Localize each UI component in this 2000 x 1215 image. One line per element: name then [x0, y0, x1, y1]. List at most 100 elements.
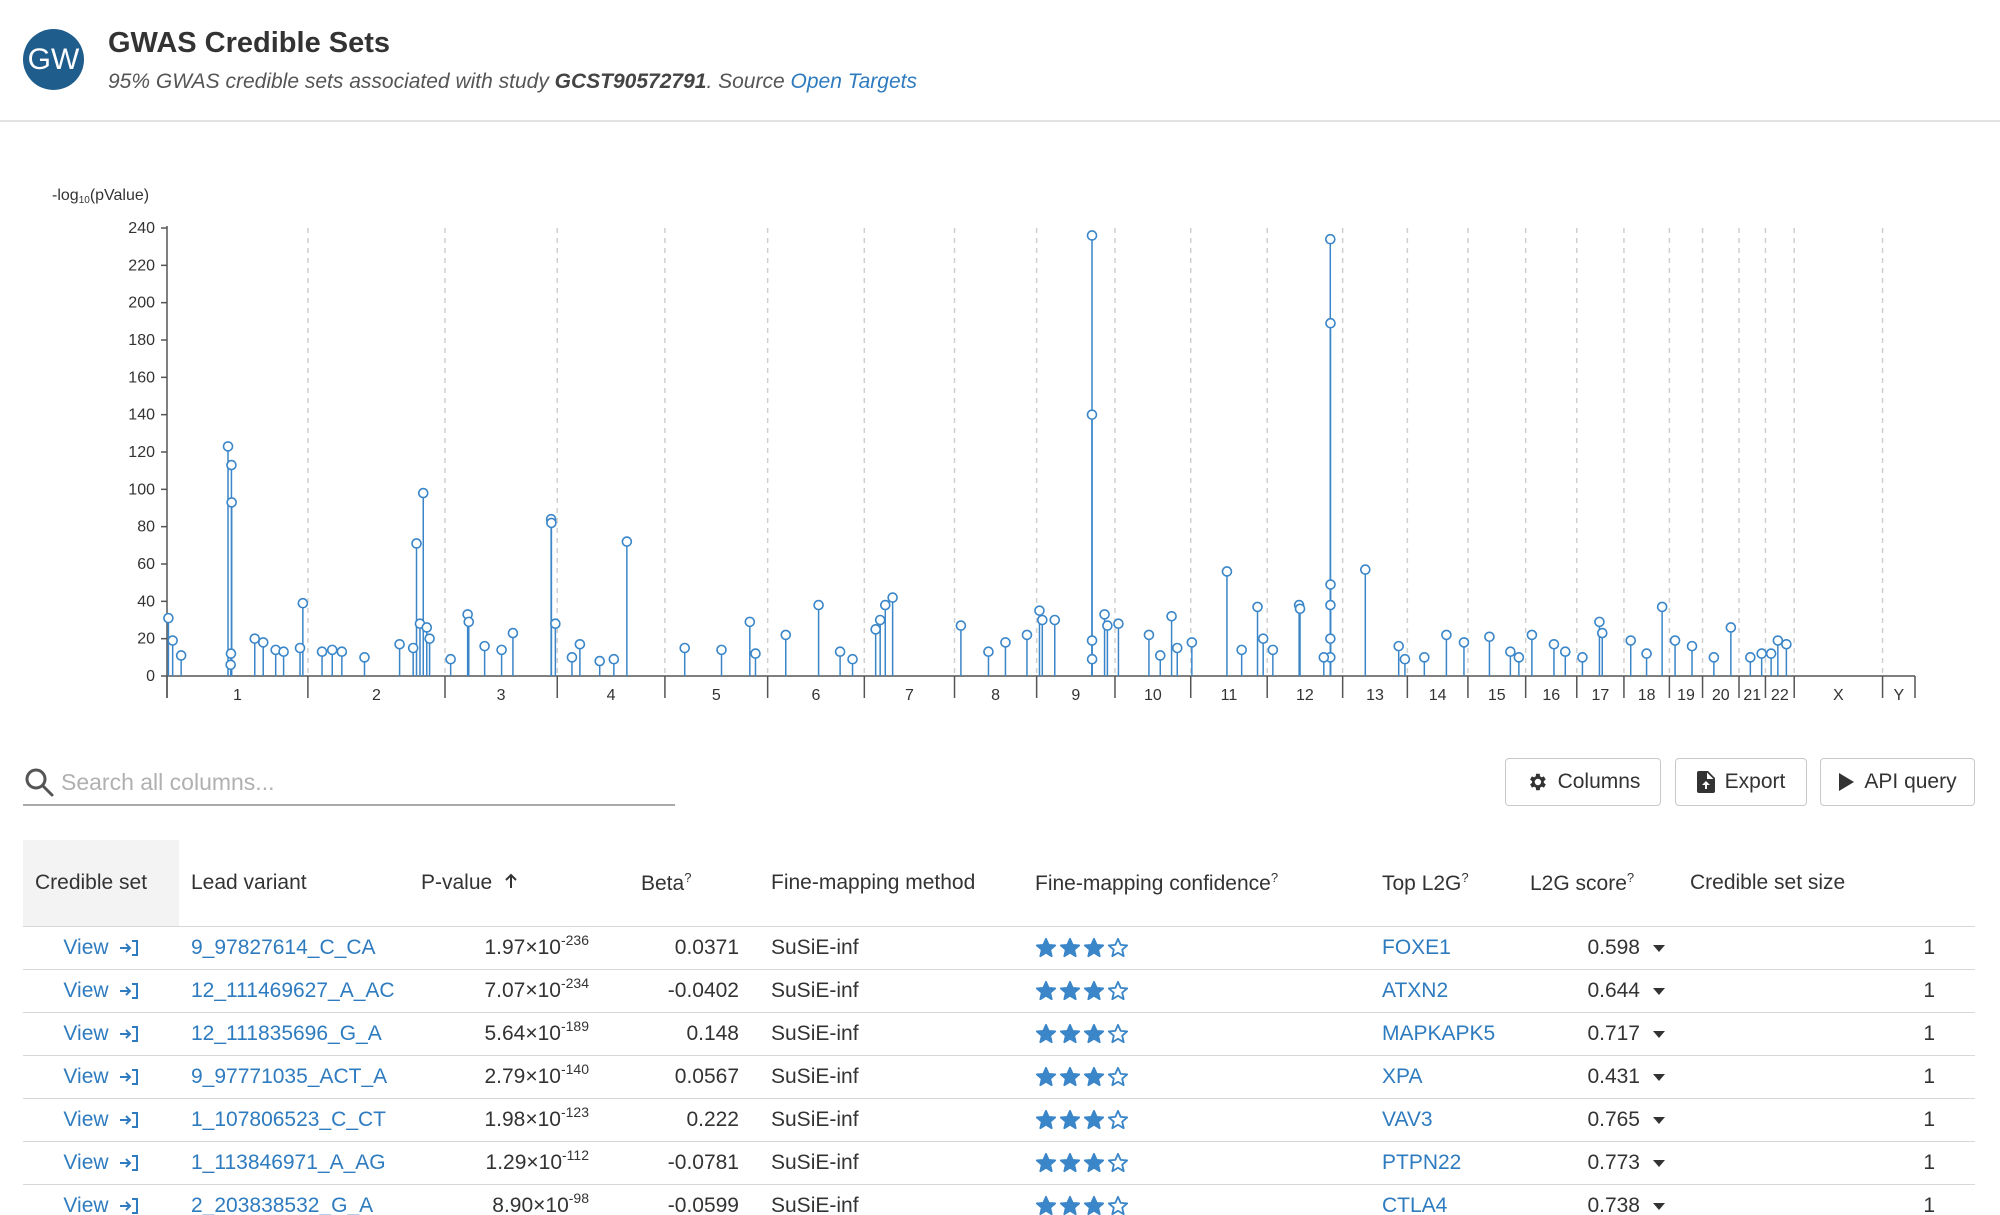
data-point[interactable]	[1393, 640, 1404, 652]
data-point[interactable]	[955, 620, 967, 631]
top-l2g-gene-link[interactable]: VAV3	[1382, 1107, 1433, 1131]
header-beta[interactable]: Beta?	[629, 840, 759, 927]
data-point[interactable]	[1049, 614, 1061, 626]
data-point[interactable]	[226, 459, 237, 471]
view-credible-set-link[interactable]: View	[63, 1108, 138, 1132]
data-point[interactable]	[750, 648, 761, 659]
data-point[interactable]	[983, 646, 994, 658]
data-point[interactable]	[1325, 599, 1336, 611]
data-point[interactable]	[1154, 650, 1166, 661]
caret-down-icon[interactable]	[1652, 1072, 1666, 1082]
data-point[interactable]	[744, 616, 756, 628]
header-l2g-score[interactable]: L2G score?	[1518, 840, 1678, 927]
data-point[interactable]	[421, 622, 433, 633]
data-point[interactable]	[1086, 409, 1098, 420]
data-point[interactable]	[316, 646, 328, 658]
data-point[interactable]	[297, 597, 309, 609]
view-credible-set-link[interactable]: View	[63, 936, 138, 960]
data-point[interactable]	[1686, 640, 1698, 652]
data-point[interactable]	[1221, 566, 1233, 577]
data-point[interactable]	[463, 616, 475, 628]
data-point[interactable]	[887, 592, 898, 603]
lead-variant-link[interactable]: 12_111835696_G_A	[191, 1021, 382, 1045]
data-point[interactable]	[1143, 629, 1155, 641]
data-point[interactable]	[445, 653, 456, 665]
data-point[interactable]	[834, 646, 846, 658]
data-point[interactable]	[1625, 635, 1637, 646]
lead-variant-link[interactable]: 1_113846971_A_AG	[191, 1150, 386, 1174]
data-point[interactable]	[574, 638, 586, 650]
data-point[interactable]	[326, 644, 338, 656]
export-button[interactable]: Export	[1675, 758, 1807, 806]
data-point[interactable]	[225, 648, 237, 659]
data-point[interactable]	[1294, 603, 1306, 615]
data-point[interactable]	[847, 653, 858, 665]
data-point[interactable]	[417, 487, 429, 499]
data-point[interactable]	[394, 638, 405, 650]
data-point[interactable]	[1656, 601, 1668, 613]
data-point[interactable]	[1399, 653, 1411, 665]
caret-down-icon[interactable]	[1652, 1115, 1666, 1125]
data-point[interactable]	[1765, 648, 1777, 659]
data-point[interactable]	[1756, 648, 1767, 659]
data-point[interactable]	[278, 646, 289, 658]
data-point[interactable]	[359, 652, 370, 663]
data-point[interactable]	[167, 635, 178, 646]
data-point[interactable]	[1086, 635, 1098, 646]
top-l2g-gene-link[interactable]: MAPKAPK5	[1382, 1021, 1496, 1045]
header-lead-variant[interactable]: Lead variant	[179, 840, 409, 927]
data-point[interactable]	[1021, 629, 1033, 641]
data-point[interactable]	[813, 599, 824, 611]
data-point[interactable]	[550, 618, 561, 630]
header-confidence[interactable]: Fine-mapping confidence?	[1023, 840, 1370, 927]
columns-button[interactable]: Columns	[1505, 758, 1661, 806]
data-point[interactable]	[874, 614, 886, 626]
sort-ascending-icon[interactable]	[504, 873, 518, 889]
data-point[interactable]	[1419, 652, 1430, 663]
api-query-button[interactable]: API query	[1820, 758, 1975, 806]
data-point[interactable]	[163, 612, 174, 624]
view-credible-set-link[interactable]: View	[63, 1065, 138, 1089]
data-point[interactable]	[594, 655, 605, 667]
beta-help-icon[interactable]: ?	[684, 869, 692, 885]
data-point[interactable]	[879, 599, 891, 611]
data-point[interactable]	[249, 633, 261, 644]
confidence-help-icon[interactable]: ?	[1270, 869, 1279, 885]
data-point[interactable]	[1267, 644, 1279, 656]
data-point[interactable]	[546, 517, 557, 529]
data-point[interactable]	[294, 642, 306, 654]
data-point[interactable]	[1458, 637, 1470, 648]
lead-variant-link[interactable]: 1_107806523_C_CT	[191, 1107, 386, 1131]
data-point[interactable]	[257, 637, 269, 648]
caret-down-icon[interactable]	[1652, 943, 1666, 953]
lead-variant-link[interactable]: 9_97827614_C_CA	[191, 935, 376, 959]
top-l2g-gene-link[interactable]: CTLA4	[1382, 1193, 1448, 1215]
data-point[interactable]	[1257, 633, 1269, 644]
data-point[interactable]	[1252, 601, 1263, 613]
data-point[interactable]	[479, 640, 490, 652]
data-point[interactable]	[870, 624, 881, 635]
lead-variant-link[interactable]: 12_111469627_A_AC	[191, 978, 395, 1002]
l2g-score-help-icon[interactable]: ?	[1626, 869, 1635, 885]
data-point[interactable]	[621, 536, 633, 547]
data-point[interactable]	[1725, 622, 1737, 633]
data-point[interactable]	[566, 652, 578, 663]
data-point[interactable]	[1186, 637, 1198, 648]
source-link[interactable]: Open Targets	[790, 70, 917, 93]
top-l2g-gene-link[interactable]: ATXN2	[1382, 978, 1449, 1002]
caret-down-icon[interactable]	[1652, 986, 1666, 996]
top-l2g-gene-link[interactable]: PTPN22	[1382, 1150, 1462, 1174]
data-point[interactable]	[496, 644, 507, 656]
data-point[interactable]	[411, 538, 422, 549]
top-l2g-gene-link[interactable]: FOXE1	[1382, 935, 1451, 959]
caret-down-icon[interactable]	[1652, 1029, 1666, 1039]
view-credible-set-link[interactable]: View	[63, 1151, 138, 1175]
data-point[interactable]	[1441, 629, 1452, 641]
view-credible-set-link[interactable]: View	[63, 979, 138, 1003]
data-point[interactable]	[1166, 610, 1177, 622]
caret-down-icon[interactable]	[1652, 1158, 1666, 1168]
data-point[interactable]	[1325, 633, 1336, 644]
data-point[interactable]	[1596, 627, 1608, 639]
header-credible-set-size[interactable]: Credible set size	[1678, 840, 1975, 927]
view-credible-set-link[interactable]: View	[63, 1022, 138, 1046]
